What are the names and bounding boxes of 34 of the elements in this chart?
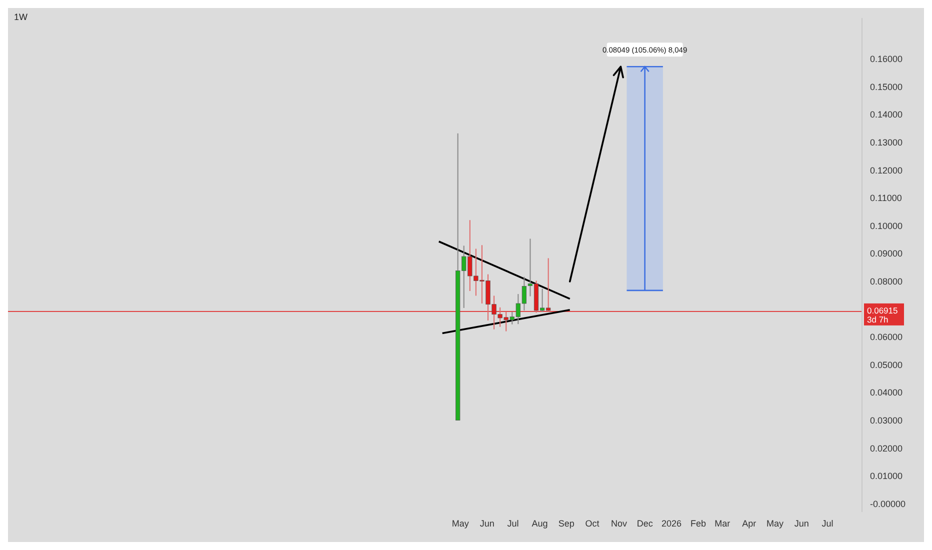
chart-title: 1W: [14, 12, 28, 22]
y-tick-label: 0.16000: [870, 54, 903, 64]
y-tick-label: 0.09000: [870, 248, 903, 259]
y-tick-label: 0.12000: [870, 165, 903, 176]
y-tick-label: 0.13000: [870, 137, 903, 148]
y-tick-label: 0.04000: [870, 388, 903, 398]
y-tick-label: 0.10000: [870, 220, 903, 231]
x-tick-label: 2026: [662, 518, 682, 528]
x-tick-label: May: [452, 518, 470, 528]
ref-line-label: 0.06915: [867, 305, 898, 316]
x-tick-label: Mar: [714, 518, 730, 528]
y-tick-label: 0.01000: [870, 471, 903, 482]
x-tick-label: Jun: [794, 518, 809, 528]
x-tick-label: Jul: [507, 518, 519, 528]
y-tick-label: 0.08000: [870, 276, 903, 286]
x-tick-label: Dec: [636, 518, 654, 528]
y-tick-label: 0.05000: [870, 360, 903, 370]
y-tick-label: 0.11000: [870, 193, 902, 204]
y-tick-label: 0.06000: [870, 332, 903, 342]
x-tick-label: Jul: [822, 518, 834, 528]
x-tick-label: Feb: [690, 518, 706, 528]
y-tick-label: 0.03000: [870, 415, 903, 426]
y-tick-label: 0.15000: [870, 82, 903, 92]
x-tick-label: Jun: [480, 518, 494, 528]
y-tick-label: -0.00000: [870, 498, 906, 509]
y-tick-label: 0.14000: [870, 110, 903, 120]
x-tick-label: Aug: [532, 518, 548, 528]
x-tick-label: Sep: [558, 518, 574, 528]
x-tick-label: Nov: [610, 518, 628, 528]
x-tick-label: Oct: [585, 518, 600, 528]
x-tick-label: May: [766, 518, 784, 528]
y-tick-label: 0.02000: [870, 443, 903, 454]
text: 3d 7h: [867, 314, 889, 324]
x-tick-label: Apr: [742, 518, 756, 528]
